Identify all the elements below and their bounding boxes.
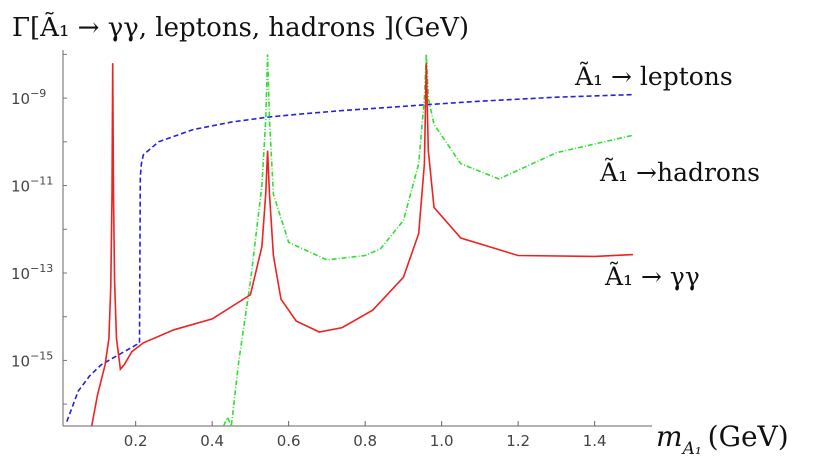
x-axis-label-main: m <box>656 420 683 453</box>
series-gammagamma-line <box>90 63 633 426</box>
x-tick-label: 1.0 <box>430 432 454 450</box>
x-tick-group: 0.2 0.4 0.6 0.8 1.0 1.2 1.4 <box>124 421 607 450</box>
x-axis-label: mA₁ (GeV) <box>656 420 789 459</box>
x-tick-label: 0.8 <box>353 432 377 450</box>
x-tick-label: 1.2 <box>506 432 530 450</box>
y-tick-group: 10−9 10−11 10−13 10−15 <box>11 53 67 405</box>
label-leptons: Ã₁ → leptons <box>574 62 733 91</box>
series-layer <box>66 54 634 426</box>
x-tick-label: 0.4 <box>200 432 224 450</box>
x-tick-label: 1.4 <box>583 432 607 450</box>
label-gammagamma: Ã₁ → γγ <box>604 262 700 291</box>
y-tick-label: 10−15 <box>11 349 53 370</box>
x-tick-label: 0.6 <box>277 432 301 450</box>
label-hadrons: Ã₁ →hadrons <box>599 158 760 187</box>
chart-title: Γ[Ã₁ → γγ, leptons, hadrons ](GeV) <box>12 11 469 43</box>
series-leptons-line <box>66 93 633 422</box>
series-hadrons-line <box>222 54 634 426</box>
y-tick-label: 10−9 <box>11 87 46 108</box>
x-axis-label-sub: A₁ <box>681 439 702 459</box>
x-axis-label-unit: (GeV) <box>708 420 789 453</box>
y-tick-label: 10−11 <box>11 175 53 196</box>
y-tick-label: 10−13 <box>11 262 53 283</box>
x-tick-label: 0.2 <box>124 432 148 450</box>
